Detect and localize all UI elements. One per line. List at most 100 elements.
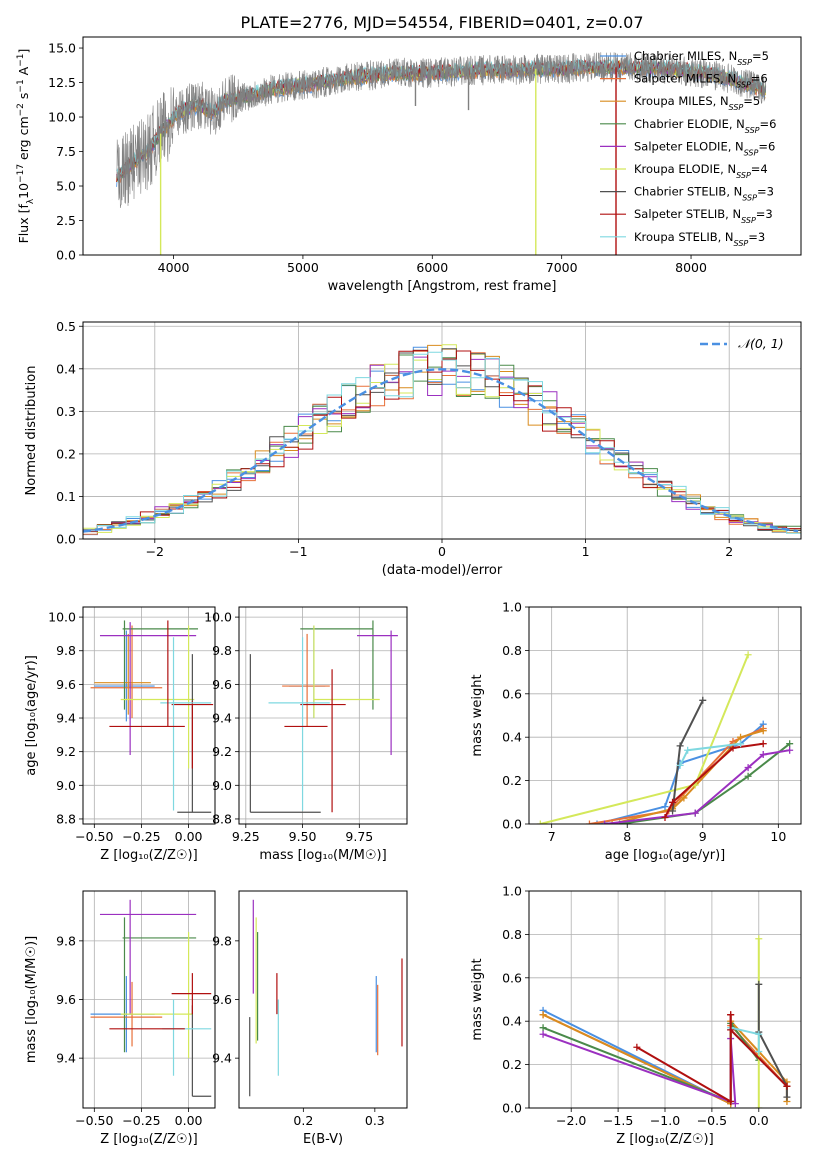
legend-label: Kroupa STELIB, NSSP=3 [634, 230, 765, 248]
axes-frame [82, 606, 216, 825]
series-marker [755, 1030, 763, 1038]
y-tick-label: 10.0 [48, 610, 76, 625]
x-tick-label: 10 [770, 829, 786, 844]
x-tick-label: 5000 [287, 260, 319, 275]
series-marker [786, 746, 794, 754]
series-line [542, 1020, 760, 1103]
series-marker [759, 727, 767, 735]
y-tick-label: 8.8 [56, 811, 76, 826]
plot-area-residuals [83, 322, 801, 539]
y-tick-label: 10.0 [48, 110, 76, 125]
x-axis-label: mass [log₁₀(M/M☉)] [259, 848, 386, 863]
y-tick-label: 0.0 [502, 817, 522, 832]
x-axis-label: age [log₁₀(age/yr)] [605, 848, 726, 863]
x-tick-label: 7000 [546, 260, 578, 275]
plot-area-mass-weight-vs-z [529, 891, 801, 1108]
plot-area-mass-vs-ebv [249, 899, 403, 1097]
panel-mass-weight-vs-z: −2.0 −1.5 −1.0 −0.5 0.0 0.0 0.2 0.4 0.6 0.8 1.0 Z [… [470, 884, 802, 1147]
series-marker [601, 820, 609, 824]
y-tick-label: 7.5 [56, 144, 76, 159]
y-axis-label: mass weight [470, 674, 485, 756]
x-tick-label: 1 [582, 544, 590, 559]
series-marker [783, 1093, 791, 1101]
x-axis-label: Z [log₁₀(Z/Z☉)] [100, 1132, 197, 1147]
x-tick-label: −0.25 [122, 1113, 160, 1128]
figure-title: PLATE=2776, MJD=54554, FIBERID=0401, z=0… [240, 13, 643, 32]
series-marker [759, 751, 767, 759]
data-spectrum [116, 52, 767, 208]
series-marker [744, 772, 752, 780]
axes-frame [238, 606, 408, 825]
y-tick-label: 9.2 [56, 744, 76, 759]
series-marker [737, 740, 745, 748]
series-line [757, 984, 788, 1098]
y-tick-label: 0.8 [502, 927, 522, 942]
y-axis-label: Flux [fλ10−17 erg cm−2 s−1 A−1] [16, 49, 36, 244]
y-tick-label: 15.0 [48, 41, 76, 56]
x-tick-label: −0.5 [697, 1113, 727, 1128]
x-tick-label: −1.5 [603, 1113, 633, 1128]
plot-area-age-vs-z [83, 607, 215, 824]
plot-area-age-vs-mass [239, 607, 407, 824]
series-marker [536, 820, 544, 824]
series-line [542, 1033, 737, 1104]
series-line [636, 1014, 732, 1104]
x-tick-label: 2 [725, 544, 733, 559]
y-tick-label: 9.4 [56, 711, 76, 726]
series-marker [661, 813, 669, 821]
x-axis-label: E(B-V) [303, 1132, 343, 1147]
series-marker [585, 820, 593, 824]
y-tick-label: 9.4 [56, 1051, 76, 1066]
series-marker [669, 798, 677, 806]
x-tick-label: 0.2 [293, 1113, 313, 1128]
y-tick-label: 0.2 [502, 773, 522, 788]
y-tick-label: 9.4 [212, 1051, 232, 1066]
y-tick-label: 9.6 [56, 992, 76, 1007]
y-tick-label: 9.6 [56, 677, 76, 692]
axes-frame [528, 606, 802, 825]
panel-age-vs-mass: 9.25 9.50 9.75 8.8 9.0 9.2 9.4 9.6 9.8 10.0 mass [… [204, 606, 408, 863]
x-tick-label: −1.0 [650, 1113, 680, 1128]
y-tick-label: 9.6 [212, 677, 232, 692]
axes-frame [82, 36, 802, 256]
series-line [664, 742, 764, 818]
series-marker [744, 764, 752, 772]
series-marker [539, 1030, 547, 1038]
series-marker [731, 1100, 739, 1108]
x-tick-label: −0.50 [75, 1113, 113, 1128]
series-marker [691, 809, 699, 817]
y-tick-label: 0.0 [502, 1101, 522, 1116]
y-tick-label: 9.8 [212, 933, 232, 948]
y-axis-label: mass [log₁₀(M/M☉)] [24, 936, 39, 1063]
x-tick-label: 0.0 [749, 1113, 769, 1128]
y-axis-label: Normed distribution [24, 366, 39, 496]
x-axis-label: Z [log₁₀(Z/Z☉)] [100, 848, 197, 863]
legend-label: Kroupa ELODIE, NSSP=4 [634, 162, 768, 180]
legend-label: Chabrier ELODIE, NSSP=6 [634, 117, 776, 135]
x-tick-label: 9.25 [232, 829, 260, 844]
series-marker [755, 1104, 763, 1108]
y-tick-label: 9.8 [212, 643, 232, 658]
y-tick-label: 9.2 [212, 744, 232, 759]
y-tick-label: 0.6 [502, 970, 522, 985]
series-marker [737, 733, 745, 741]
x-tick-label: 9.75 [345, 829, 373, 844]
x-tick-label: −0.50 [75, 829, 113, 844]
panel-residuals: −2 −1 0 1 2 0.0 0.1 0.2 0.3 0.4 0.5 (data-model)/er… [24, 319, 802, 578]
x-tick-label: 8 [623, 829, 631, 844]
x-tick-label: 6000 [416, 260, 448, 275]
legend-label: Salpeter MILES, NSSP=6 [634, 72, 768, 90]
series-marker [744, 651, 752, 659]
y-tick-label: 5.0 [56, 179, 76, 194]
y-tick-label: 0.4 [502, 730, 522, 745]
x-tick-label: 0.00 [175, 829, 203, 844]
y-tick-label: 0.6 [502, 686, 522, 701]
normal-curve [83, 368, 799, 533]
panel-mass-vs-ebv: 0.2 0.3 9.4 9.6 9.8 E(B-V) [212, 890, 408, 1147]
y-tick-label: 1.0 [502, 600, 522, 615]
panels: 4000 5000 6000 7000 80000.02.55.07.510.012.5… [16, 36, 802, 1147]
series-marker [727, 1011, 735, 1019]
y-tick-label: 9.0 [212, 778, 232, 793]
series-marker [699, 696, 707, 704]
